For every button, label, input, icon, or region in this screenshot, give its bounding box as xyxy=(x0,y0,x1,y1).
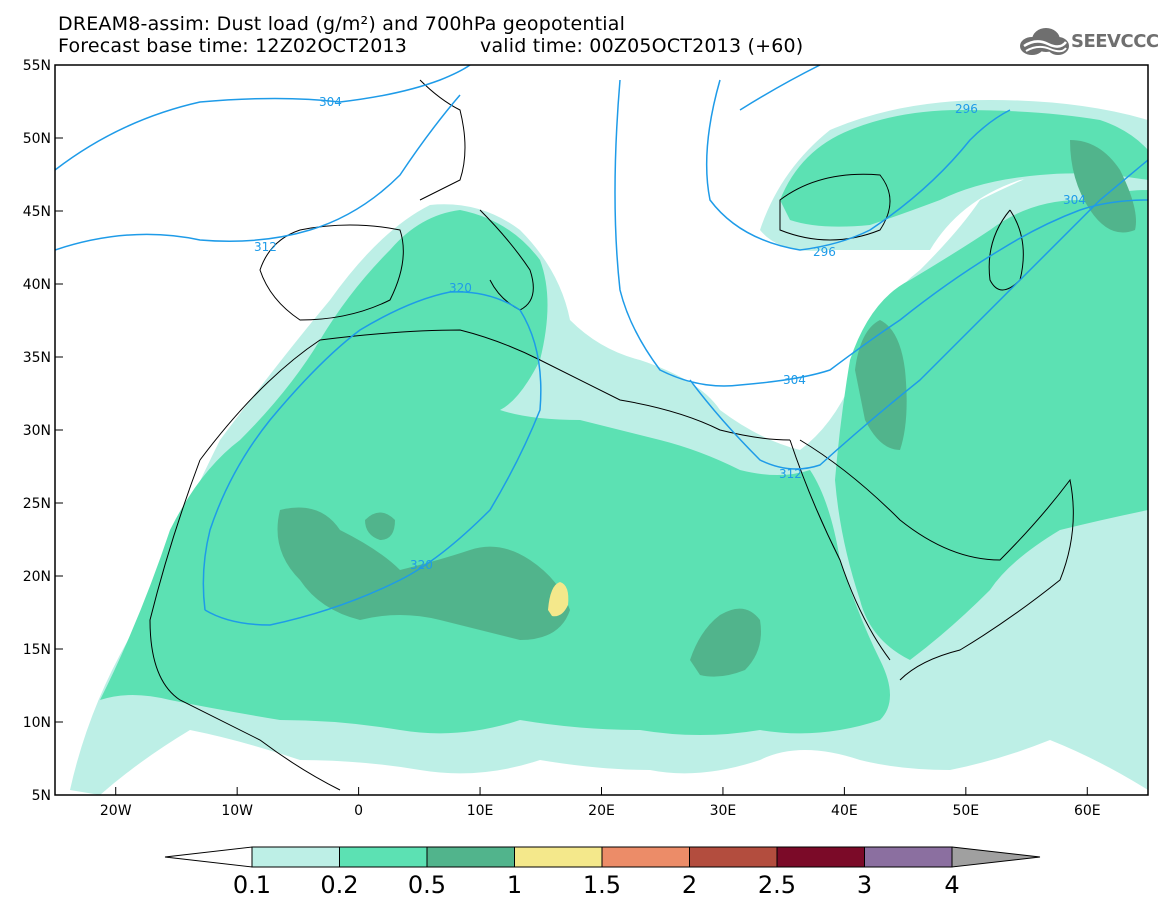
contour-label-312-w: 312 xyxy=(254,240,277,254)
colorbar-label: 3 xyxy=(857,871,872,899)
colorbar-label: 2 xyxy=(682,871,697,899)
contour-label-296-n: 296 xyxy=(955,102,978,116)
contour-304-north xyxy=(739,65,821,111)
coast-black-sea xyxy=(779,173,891,241)
contour-304-east xyxy=(614,79,1148,387)
dust-area-dark-3 xyxy=(855,320,907,450)
contour-labels: 304 312 320 296 296 304 304 312 320 xyxy=(254,95,1086,572)
contour-label-320-s: 320 xyxy=(410,558,433,572)
coast-europe-north xyxy=(419,79,466,201)
contour-label-304-e: 304 xyxy=(783,373,806,387)
contour-296 xyxy=(705,79,1011,251)
coastlines xyxy=(149,79,1074,791)
colorbar-segment xyxy=(251,846,340,868)
dust-area-yellow xyxy=(548,582,569,617)
dust-area-medium-north xyxy=(780,110,1148,227)
coast-iberia xyxy=(259,224,404,321)
lat-tick-label: 30N xyxy=(23,423,51,439)
coast-north-africa xyxy=(199,329,791,461)
contour-304-west xyxy=(55,65,471,171)
lat-tick-label: 15N xyxy=(23,642,51,658)
dust-area-dark-1 xyxy=(277,507,570,640)
lon-tick-label: 10E xyxy=(467,803,494,819)
colorbar-under-triangle xyxy=(164,846,253,868)
lat-tick-label: 25N xyxy=(23,496,51,512)
dust-fields xyxy=(70,100,1148,795)
colorbar-segment xyxy=(339,846,428,868)
lat-tick-label: 5N xyxy=(32,788,51,804)
lat-tick-label: 55N xyxy=(23,58,51,74)
lon-tick-label: 0 xyxy=(354,803,363,819)
dust-area-medium-east xyxy=(835,190,1148,660)
contour-label-312-e: 312 xyxy=(779,467,802,481)
coast-caspian xyxy=(988,209,1024,291)
dust-area-dark-5 xyxy=(365,512,395,540)
title-line-2-valid-time: valid time: 00Z05OCT2013 (+60) xyxy=(480,35,804,57)
dust-area-dark-4 xyxy=(1070,140,1136,233)
colorbar-segment xyxy=(776,846,865,868)
lon-tick-label: 20W xyxy=(100,803,132,819)
coast-arabia xyxy=(799,439,1074,681)
colorbar-label: 0.2 xyxy=(320,871,358,899)
contour-label-320-n: 320 xyxy=(449,281,472,295)
colorbar-label: 0.5 xyxy=(408,871,446,899)
colorbar-label: 0.1 xyxy=(233,871,271,899)
lat-tick-label: 45N xyxy=(23,204,51,220)
dust-area-dark-2 xyxy=(690,608,761,677)
lon-tick-label: 10W xyxy=(221,803,253,819)
colorbar-label: 1 xyxy=(507,871,522,899)
contour-label-296-s: 296 xyxy=(813,245,836,259)
dust-area-medium xyxy=(100,210,890,735)
lon-tick-label: 30E xyxy=(710,803,737,819)
lon-tick-label: 20E xyxy=(588,803,615,819)
colorbar-label: 1.5 xyxy=(583,871,621,899)
lon-tick-label: 50E xyxy=(952,803,979,819)
contour-320 xyxy=(202,291,542,626)
lat-tick-label: 20N xyxy=(23,569,51,585)
axis-ticks: 20W 10W 0 10E 20E 30E 40E 50E 60E 55N 50N 45N 40N 35N… xyxy=(23,58,1101,819)
geopotential-contours xyxy=(55,65,1148,626)
lat-tick-label: 10N xyxy=(23,715,51,731)
coast-red-sea xyxy=(789,439,891,661)
colorbar-segment xyxy=(514,846,603,868)
seevccc-logo: SEEVCCC xyxy=(1018,26,1159,58)
colorbar-segment xyxy=(864,846,953,868)
contour-label-304-ne: 304 xyxy=(1063,193,1086,207)
title-line-2-base-time: Forecast base time: 12Z02OCT2013 xyxy=(58,35,408,57)
contour-312-east xyxy=(689,159,1148,470)
colorbar: 0.1 0.2 0.5 1 1.5 2 2.5 3 4 xyxy=(164,846,1041,899)
lat-tick-label: 50N xyxy=(23,131,51,147)
lat-tick-label: 35N xyxy=(23,350,51,366)
logo-text: SEEVCCC xyxy=(1071,31,1159,52)
colorbar-segment xyxy=(689,846,778,868)
colorbar-label: 2.5 xyxy=(758,871,796,899)
lat-tick-label: 40N xyxy=(23,277,51,293)
title-line-1: DREAM8-assim: Dust load (g/m²) and 700hP… xyxy=(58,13,626,35)
colorbar-label: 4 xyxy=(944,871,959,899)
colorbar-over-triangle xyxy=(951,846,1041,868)
coast-italy xyxy=(479,209,534,311)
lon-tick-label: 40E xyxy=(831,803,858,819)
lon-tick-label: 60E xyxy=(1074,803,1101,819)
colorbar-segment xyxy=(601,846,690,868)
contour-label-304-w: 304 xyxy=(319,95,342,109)
cloud-logo-icon xyxy=(1020,28,1069,55)
contour-312-west xyxy=(55,94,461,251)
coast-west-africa xyxy=(149,459,341,791)
colorbar-segment xyxy=(426,846,515,868)
